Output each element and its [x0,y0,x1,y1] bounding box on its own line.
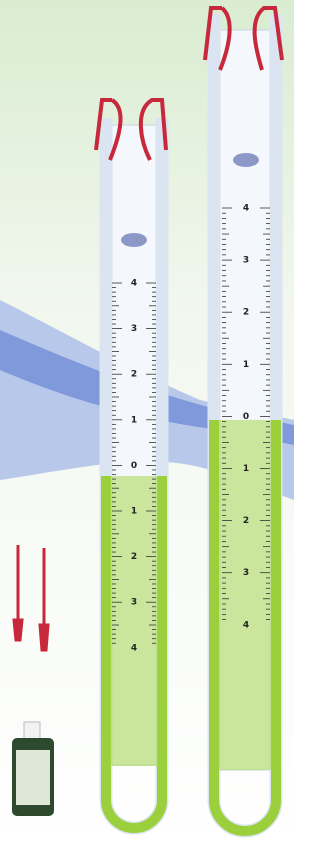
manometer-small: 4 3 2 1 0 1 2 3 4 [96,100,166,828]
liquid-shadow [110,476,158,766]
scale-label: 3 [243,256,249,266]
scale-label: 4 [243,204,249,214]
scale-label: 4 [243,620,249,630]
logo [233,153,259,167]
scale-label: 2 [131,552,137,562]
scale-label: 4 [131,279,137,289]
scale-label: 3 [131,324,137,334]
scale-label: 2 [243,516,249,526]
scale-label: 1 [131,507,137,517]
manometer-large: 4 3 2 1 0 1 2 3 4 [205,8,282,831]
logo [121,233,147,247]
scale-label: 1 [243,360,249,370]
scale-label: 2 [131,370,137,380]
product-photo: 4 3 2 1 0 1 2 3 4 4 3 2 1 0 1 2 3 4 [0,0,294,849]
scale-label: 2 [243,308,249,318]
scale-label: 0 [243,412,249,422]
scale-label: 0 [131,461,137,471]
scale-label: 4 [131,643,137,653]
scale-label: 1 [131,415,137,425]
scale-label: 1 [243,464,249,474]
scale-label: 3 [243,568,249,578]
scale-label: 3 [131,598,137,608]
